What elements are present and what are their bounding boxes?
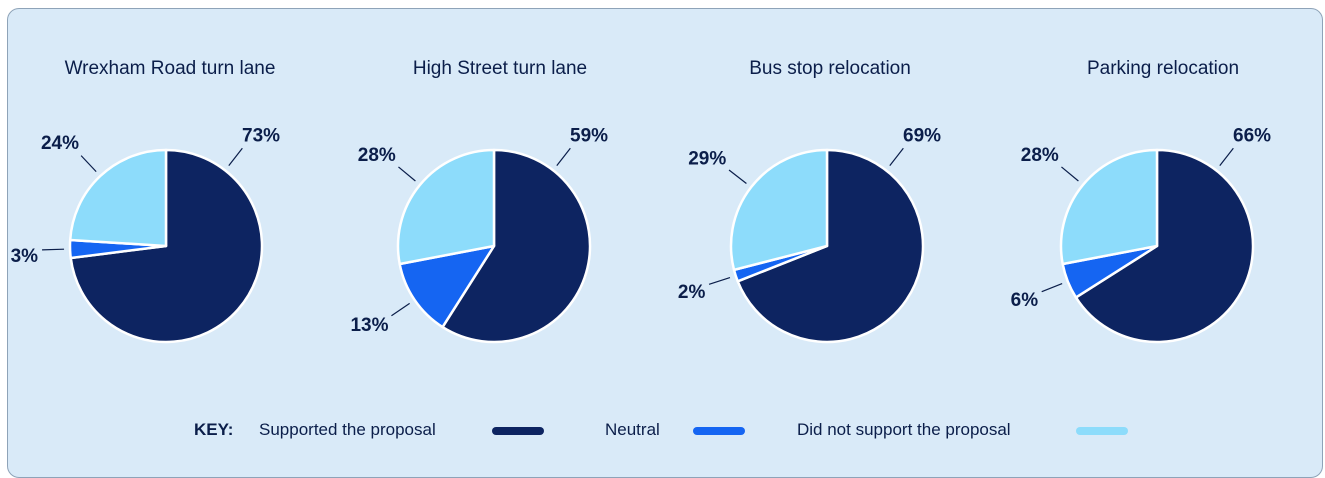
legend-label-not-supported: Did not support the proposal bbox=[797, 420, 1011, 439]
leader-line bbox=[556, 147, 571, 166]
data-label-supported: 73% bbox=[242, 126, 280, 147]
pie-slice-neutral bbox=[398, 244, 496, 329]
data-label-not-supported: 28% bbox=[1021, 145, 1059, 166]
pie-chart-3: Bus stop relocation 69% 2% 29% bbox=[678, 58, 941, 344]
chart-title: Wrexham Road turn lane bbox=[65, 58, 276, 79]
leader-line bbox=[398, 166, 416, 182]
data-label-neutral: 2% bbox=[678, 282, 706, 303]
data-label-not-supported: 29% bbox=[688, 148, 726, 169]
legend: KEY: Supported the proposal Neutral Did … bbox=[0, 420, 1325, 444]
leader-line bbox=[728, 169, 747, 184]
legend-swatch-not-supported bbox=[1076, 427, 1128, 435]
leader-line bbox=[228, 147, 243, 166]
pie-slice-not-supported bbox=[68, 148, 168, 248]
data-label-neutral: 3% bbox=[11, 246, 39, 267]
legend-swatch-neutral bbox=[693, 427, 745, 435]
legend-swatch-supported bbox=[492, 427, 544, 435]
data-label-supported: 69% bbox=[903, 126, 941, 147]
legend-label-neutral: Neutral bbox=[605, 420, 660, 439]
pie-slice-supported bbox=[736, 148, 925, 344]
data-label-supported: 59% bbox=[570, 126, 608, 147]
data-label-neutral: 6% bbox=[1011, 290, 1039, 311]
data-label-supported: 66% bbox=[1233, 126, 1271, 147]
chart-title: High Street turn lane bbox=[413, 58, 587, 79]
pie-slice-not-supported bbox=[396, 148, 496, 266]
leader-line bbox=[80, 155, 97, 173]
pie-slice-supported bbox=[1074, 148, 1255, 344]
legend-heading: KEY: bbox=[194, 420, 234, 439]
data-label-not-supported: 24% bbox=[41, 133, 79, 154]
legend-label-supported: Supported the proposal bbox=[259, 420, 436, 439]
leader-line bbox=[1219, 147, 1234, 166]
leader-line bbox=[708, 276, 731, 285]
leader-line bbox=[1061, 166, 1079, 182]
pie-slice-supported bbox=[441, 148, 592, 344]
pie-slice-not-supported bbox=[1059, 148, 1159, 266]
leader-line bbox=[42, 248, 65, 251]
pie-charts: Wrexham Road turn lane 73% 3% 24% High Stree… bbox=[11, 58, 1271, 344]
chart-title: Bus stop relocation bbox=[749, 58, 911, 79]
pie-slice-not-supported bbox=[729, 148, 829, 272]
data-label-neutral: 13% bbox=[350, 315, 388, 336]
pie-chart-4: Parking relocation 66% 6% 28% bbox=[1011, 58, 1271, 344]
leader-line bbox=[1041, 282, 1063, 293]
chart-title: Parking relocation bbox=[1087, 58, 1239, 79]
leader-line bbox=[391, 302, 410, 317]
pie-chart-1: Wrexham Road turn lane 73% 3% 24% bbox=[11, 58, 280, 344]
pie-chart-2: High Street turn lane 59% 13% 28% bbox=[350, 58, 608, 344]
data-label-not-supported: 28% bbox=[358, 145, 396, 166]
leader-line bbox=[889, 147, 904, 166]
